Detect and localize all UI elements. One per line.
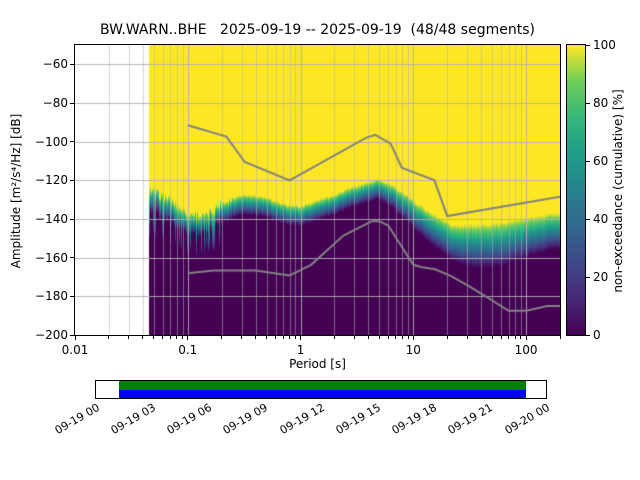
colorbar-tick-label: 100 [593, 38, 616, 52]
x-tick-label: 100 [514, 343, 538, 357]
x-minor-tick-mark [266, 336, 268, 339]
y-tick-mark [70, 63, 74, 65]
x-tick-mark [525, 336, 527, 340]
x-tick-label: 10 [405, 343, 421, 357]
x-minor-tick-mark [153, 336, 155, 339]
timeline-tick-label: 09-19 15 [333, 401, 383, 437]
x-minor-tick-mark [333, 336, 335, 339]
colorbar-tick-label: 20 [593, 270, 609, 284]
x-tick-label: 1 [296, 343, 305, 357]
x-minor-tick-mark [395, 336, 397, 339]
x-minor-tick-mark [182, 336, 184, 339]
x-minor-tick-mark [407, 336, 409, 339]
timeline-tick-label: 09-19 12 [277, 401, 327, 437]
ppsd-heatmap-canvas [75, 45, 560, 335]
colorbar-tick-mark [586, 218, 590, 220]
timeline-tick-label: 09-19 00 [52, 401, 102, 437]
x-tick-mark [412, 336, 414, 340]
colorbar-tick-label: 60 [593, 154, 609, 168]
x-minor-tick-mark [466, 336, 468, 339]
y-tick-mark [70, 334, 74, 336]
x-minor-tick-mark [142, 336, 144, 339]
x-minor-tick-mark [289, 336, 291, 339]
y-tick-mark [70, 295, 74, 297]
x-minor-tick-mark [387, 336, 389, 339]
x-minor-tick-mark [128, 336, 130, 339]
x-axis-label: Period [s] [289, 357, 346, 371]
x-minor-tick-mark [480, 336, 482, 339]
timeline-tick-label: 09-19 21 [445, 401, 496, 437]
x-minor-tick-mark [275, 336, 276, 339]
y-tick-label: −100 [35, 134, 68, 149]
x-minor-tick-mark [401, 336, 403, 339]
x-minor-tick-mark [255, 336, 257, 339]
x-minor-tick-mark [508, 336, 510, 339]
timeline-tick-label: 09-19 09 [220, 401, 271, 437]
x-minor-tick-mark [378, 336, 380, 339]
y-tick-label: −140 [35, 212, 68, 226]
x-minor-tick-mark [500, 336, 502, 339]
colorbar-label: non-exceedance (cumulative) [%] [611, 89, 625, 293]
y-tick-label: −120 [35, 173, 68, 188]
coverage-bar-top [118, 381, 526, 390]
x-minor-tick-mark [514, 336, 516, 339]
colorbar-tick-mark [586, 102, 590, 104]
y-tick-mark [70, 141, 74, 143]
x-minor-tick-mark [169, 336, 171, 339]
x-minor-tick-mark [176, 336, 178, 339]
y-tick-label: −80 [42, 96, 68, 110]
x-minor-tick-mark [221, 336, 223, 339]
colorbar-tick-mark [586, 44, 590, 46]
colorbar-tick-mark [586, 276, 590, 278]
x-tick-mark [187, 336, 189, 340]
colorbar-canvas [567, 45, 585, 335]
y-axis-label: Amplitude [m²/s⁴/Hz] [dB] [9, 113, 23, 269]
x-minor-tick-mark [294, 336, 296, 339]
colorbar-tick-label: 80 [593, 96, 609, 110]
colorbar-tick-label: 0 [593, 328, 601, 342]
x-tick-label: 0.01 [61, 343, 89, 357]
x-minor-tick-mark [520, 336, 522, 339]
x-minor-tick-mark [367, 336, 369, 339]
x-minor-tick-mark [108, 336, 110, 339]
x-tick-mark [74, 336, 76, 340]
x-minor-tick-mark [559, 336, 561, 339]
x-tick-label: 0.1 [178, 343, 198, 357]
x-minor-tick-mark [446, 336, 448, 339]
y-tick-label: −200 [35, 328, 68, 342]
y-tick-mark [70, 257, 74, 259]
y-tick-label: −180 [35, 289, 68, 304]
x-minor-tick-mark [353, 336, 355, 339]
colorbar-tick-mark [586, 160, 590, 162]
y-tick-label: −160 [35, 250, 68, 265]
colorbar-tick-mark [586, 334, 590, 336]
timeline-tick-label: 09-19 06 [164, 401, 214, 437]
x-minor-tick-mark [282, 336, 284, 339]
x-minor-tick-mark [491, 336, 493, 339]
x-minor-tick-mark [241, 336, 243, 339]
timeline-tick-label: 09-20 00 [502, 401, 552, 437]
timeline-tick-label: 09-19 18 [389, 401, 439, 437]
x-minor-tick-mark [162, 336, 164, 339]
timeline-tick-label: 09-19 03 [108, 401, 158, 437]
y-tick-mark [70, 102, 74, 104]
chart-title: BW.WARN..BHE 2025-09-19 -- 2025-09-19 (4… [100, 22, 535, 38]
y-tick-mark [70, 179, 74, 181]
y-tick-mark [70, 218, 74, 220]
colorbar-tick-label: 40 [593, 212, 609, 226]
coverage-bar-bottom [118, 389, 526, 398]
coverage-timeline [95, 380, 547, 399]
y-tick-label: −60 [42, 57, 68, 72]
x-tick-mark [300, 336, 302, 340]
